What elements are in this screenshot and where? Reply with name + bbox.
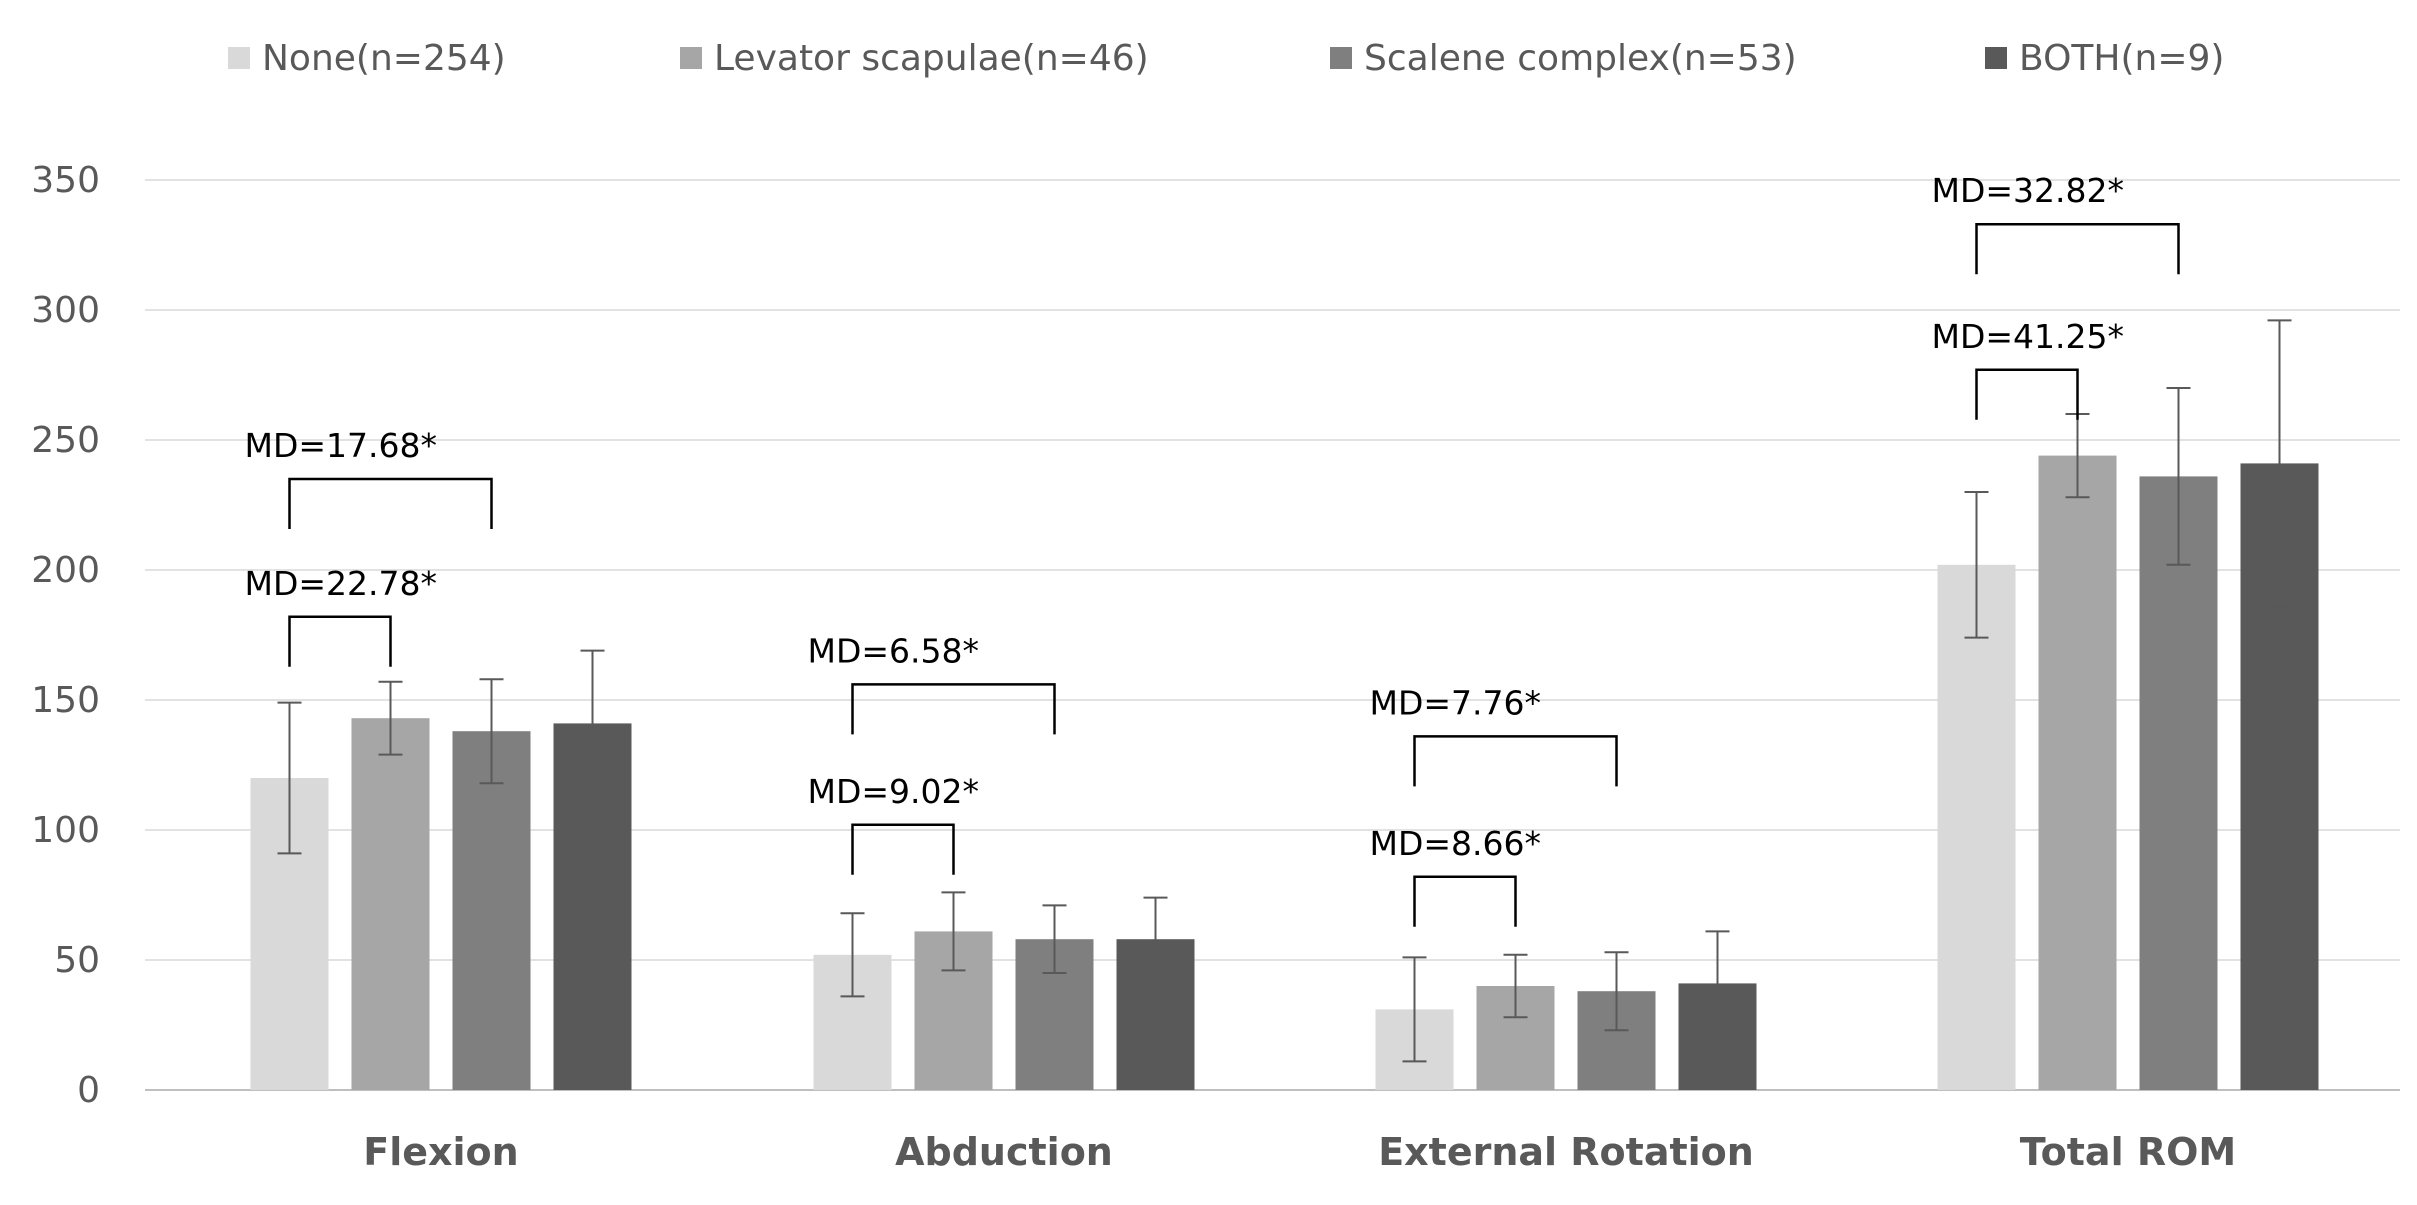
y-tick-label: 50 <box>54 940 100 981</box>
error-bars <box>277 319 2292 1063</box>
bar-total-rom-series-1 <box>1937 564 2016 1090</box>
bar-total-rom-series-3 <box>2139 476 2218 1090</box>
bar-flexion-series-2 <box>351 718 430 1090</box>
legend-label: None(n=254) <box>262 38 506 79</box>
md-annotation-label: MD=22.78* <box>245 564 438 603</box>
x-axis-labels: Flexion Abduction External Rotation Total R… <box>363 1130 2236 1174</box>
significance-bracket <box>851 683 1056 735</box>
y-tick-label: 200 <box>31 550 100 591</box>
legend-label: BOTH(n=9) <box>2019 38 2224 79</box>
bar-flexion-series-3 <box>452 731 531 1090</box>
significance-bracket <box>851 823 955 875</box>
y-tick-label: 300 <box>31 290 100 331</box>
legend: None(n=254) Levator scapulae(n=46) Scalene… <box>228 38 2224 79</box>
legend-label: Scalene complex(n=53) <box>1364 38 1797 79</box>
bar-total-rom-series-2 <box>2038 455 2117 1091</box>
legend-swatch <box>680 47 702 69</box>
x-category-label: Total ROM <box>2020 1130 2236 1174</box>
x-category-label: External Rotation <box>1378 1130 1754 1174</box>
md-annotation-label: MD=7.76* <box>1370 683 1542 722</box>
significance-bracket <box>1975 222 2180 275</box>
x-category-label: Flexion <box>363 1130 518 1174</box>
x-category-label: Abduction <box>895 1130 1113 1174</box>
md-annotation-label: MD=17.68* <box>245 426 438 465</box>
y-tick-label: 100 <box>31 810 100 851</box>
legend-swatch <box>1330 47 1352 69</box>
y-tick-label: 250 <box>31 420 100 461</box>
significance-bracket <box>288 477 493 529</box>
md-annotation-label: MD=32.82* <box>1932 171 2125 210</box>
y-axis-ticks: 0 50 100 150 200 250 300 350 <box>31 160 100 1111</box>
legend-swatch <box>228 47 250 69</box>
significance-bracket <box>288 615 392 667</box>
y-tick-label: 350 <box>31 160 100 201</box>
legend-label: Levator scapulae(n=46) <box>714 38 1149 79</box>
significance-bracket <box>1413 735 1618 787</box>
y-tick-label: 150 <box>31 680 100 721</box>
md-annotation-label: MD=6.58* <box>808 631 980 670</box>
annotations: MD=22.78* MD=17.68* MD=9.02* MD=6.58* MD=8.6… <box>245 171 2180 927</box>
legend-swatch <box>1985 47 2007 69</box>
significance-bracket <box>1413 875 1517 927</box>
y-tick-label: 0 <box>77 1070 100 1111</box>
bars <box>250 455 2319 1091</box>
md-annotation-label: MD=41.25* <box>1932 317 2125 356</box>
md-annotation-label: MD=9.02* <box>808 772 980 811</box>
md-annotation-label: MD=8.66* <box>1370 824 1542 863</box>
significance-bracket <box>1975 368 2079 420</box>
